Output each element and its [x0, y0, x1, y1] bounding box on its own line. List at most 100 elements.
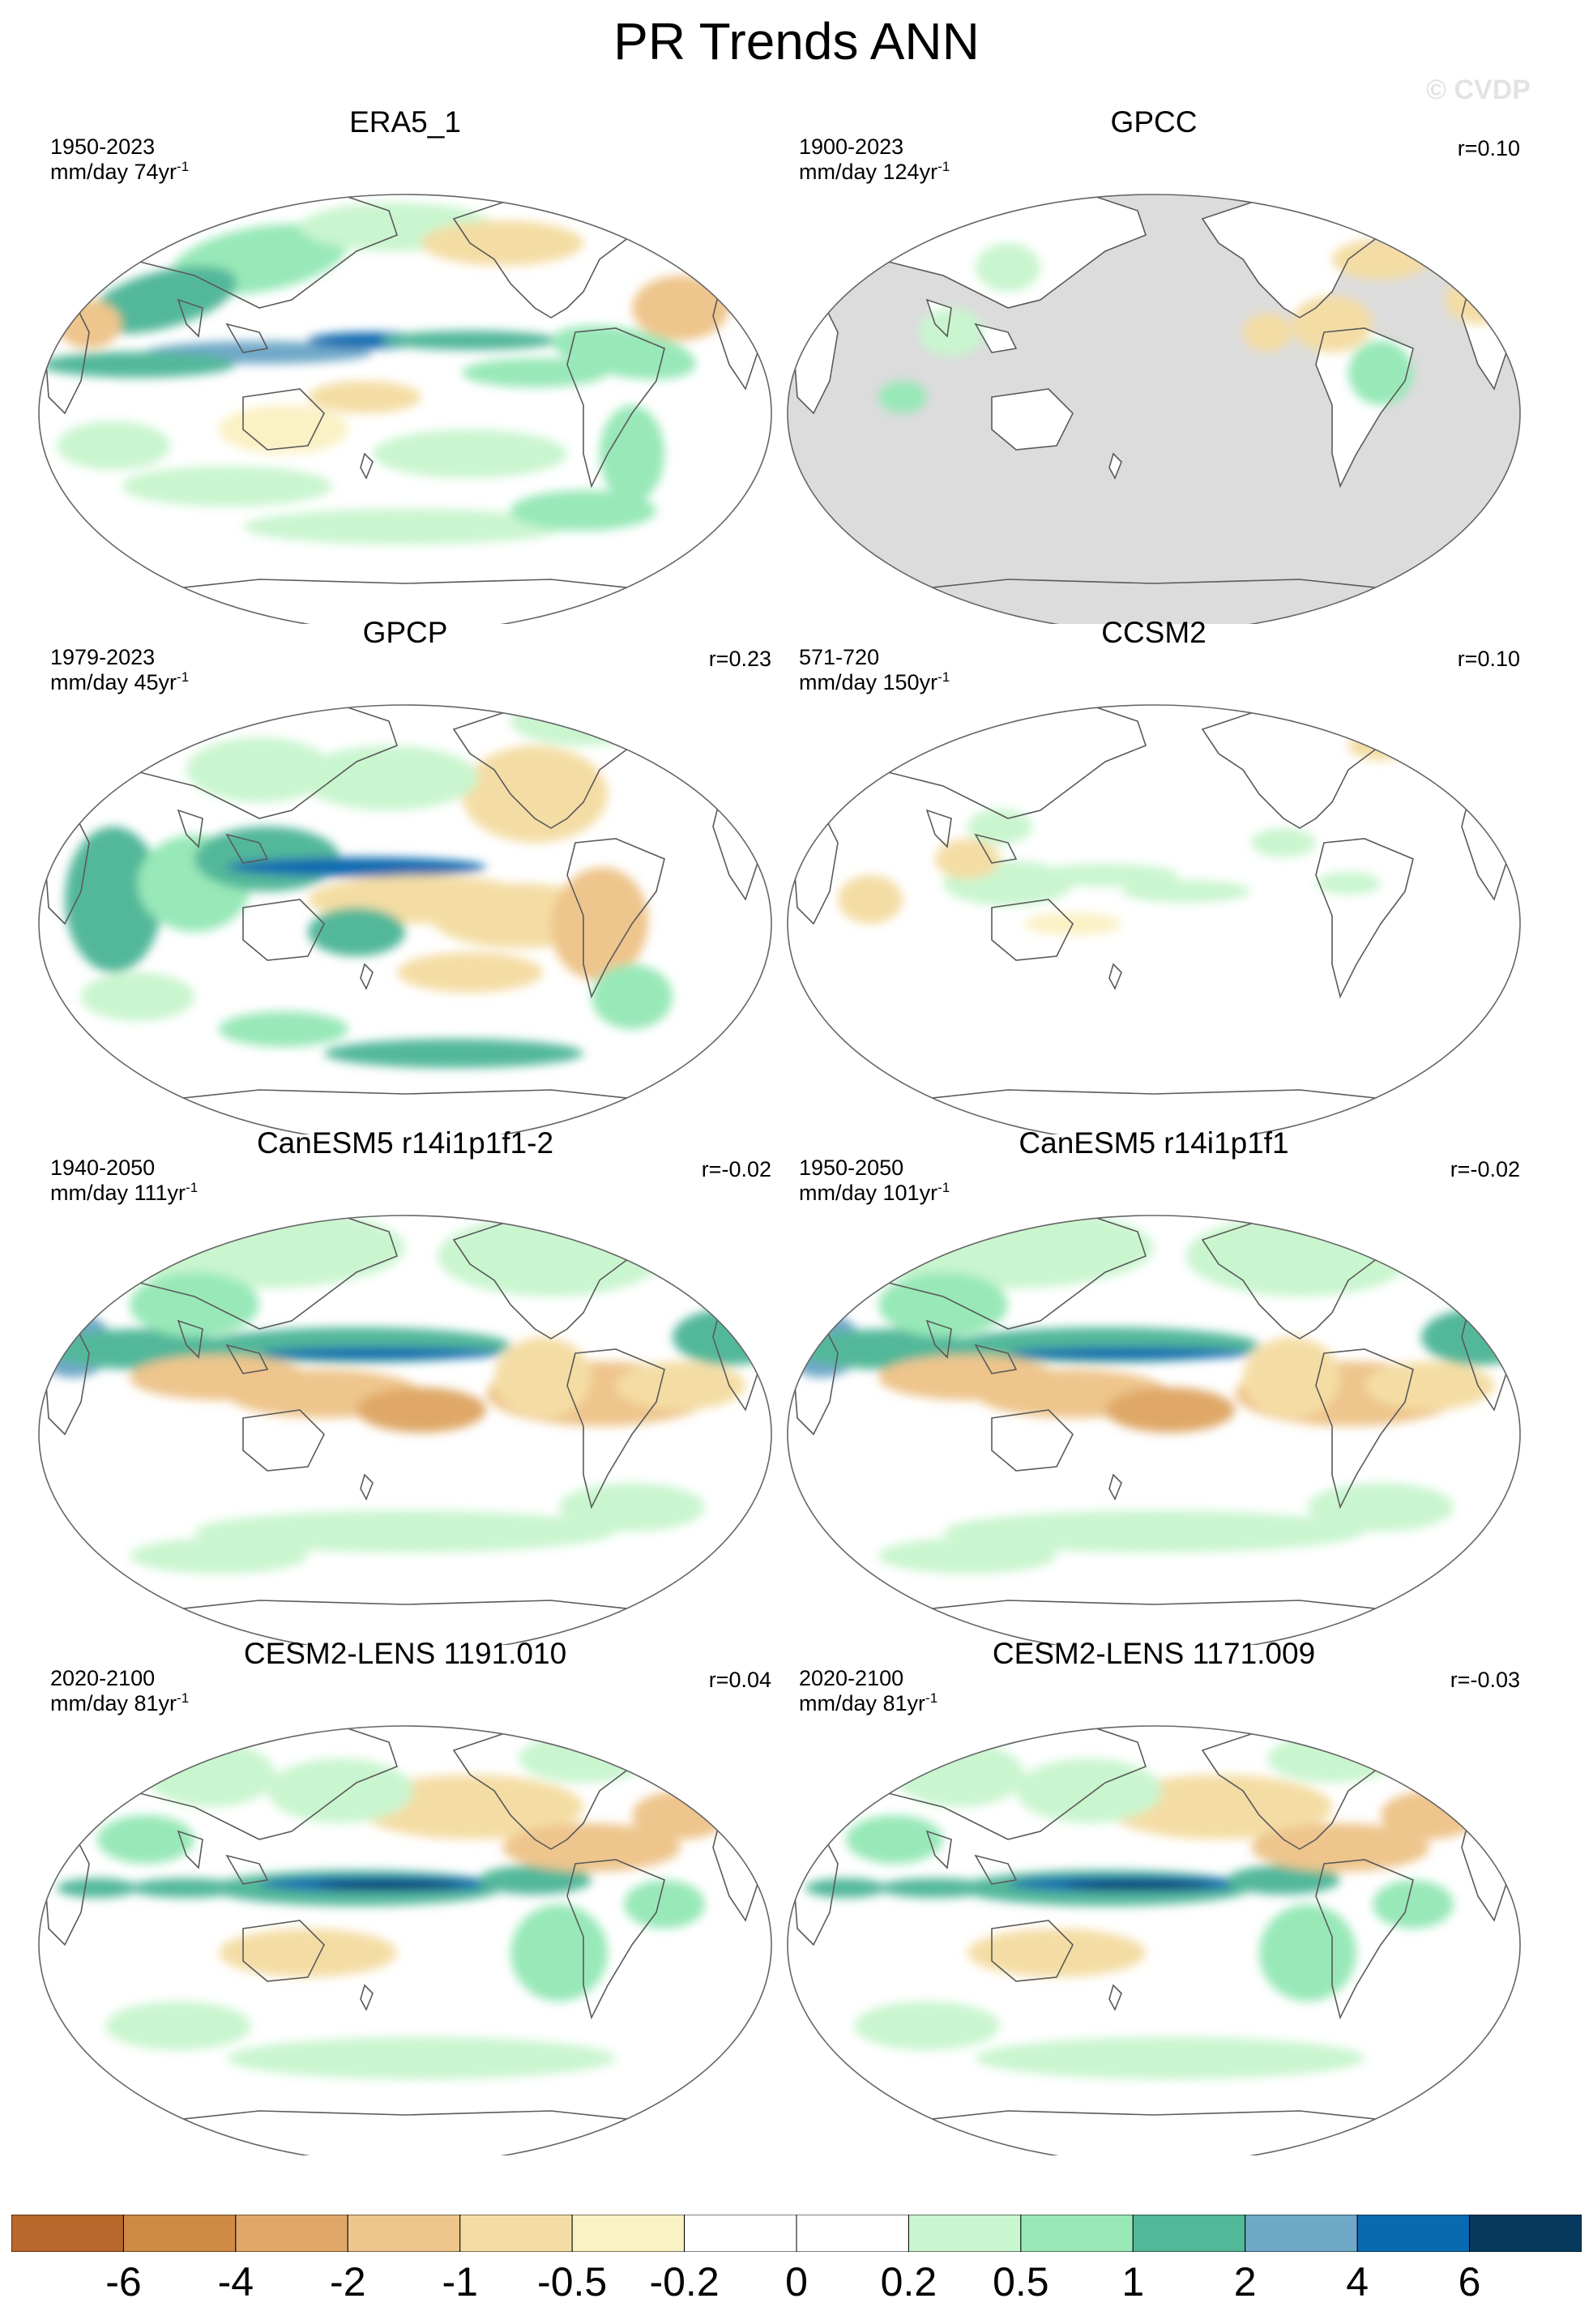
coastline	[225, 1344, 269, 1374]
trend-region	[1227, 1865, 1340, 1895]
trend-region	[462, 745, 608, 843]
panel-title: CESM2-LENS 1191.010	[243, 1637, 567, 1670]
coastline	[145, 1600, 665, 1613]
trend-region	[146, 1742, 275, 1807]
trend-region	[1348, 340, 1413, 405]
panel-period: 2020-2100	[50, 1666, 156, 1690]
colorbar-tick-label: 1	[1121, 2259, 1145, 2305]
colorbar-swatch	[571, 2215, 685, 2252]
coastline	[991, 1920, 1074, 1982]
coastline	[242, 388, 325, 451]
trend-region	[227, 857, 486, 877]
panel-title: ERA5_1	[349, 105, 461, 139]
map-panel: GPCP 1979-2023 mm/day 45yr-1 r=0.23	[16, 616, 794, 1134]
trend-region	[1308, 1483, 1454, 1532]
coastline	[1315, 1859, 1414, 2020]
colorbar-tick-label: 0.5	[993, 2259, 1049, 2305]
panel-correlation: r=-0.02	[701, 1157, 771, 1181]
trend-region	[57, 1878, 138, 1898]
trend-region	[510, 1904, 608, 2001]
coastline	[360, 452, 374, 480]
trend-region	[57, 300, 122, 348]
colorbar-swatch	[1020, 2215, 1134, 2252]
colorbar-tick-label: 4	[1346, 2259, 1369, 2305]
map-border	[787, 1215, 1521, 1645]
panel-correlation: r=0.10	[1457, 647, 1520, 671]
trend-region	[967, 809, 1032, 844]
trend-region	[373, 429, 567, 478]
trend-region	[1446, 276, 1510, 324]
coastline	[112, 194, 398, 309]
colorbar-swatch	[1469, 2215, 1582, 2252]
coastline	[112, 705, 398, 819]
trend-region	[1243, 313, 1292, 352]
coastline	[991, 899, 1074, 961]
trend-region	[943, 1510, 1365, 1553]
trend-region	[494, 1337, 592, 1418]
trend-region	[65, 827, 162, 972]
colorbar-swatch	[1356, 2215, 1471, 2252]
trend-region	[632, 1791, 729, 1839]
map-border	[38, 194, 772, 624]
trend-region	[227, 2037, 616, 2079]
coastline	[177, 1319, 203, 1359]
coastline	[1315, 327, 1414, 489]
trend-region	[186, 737, 332, 802]
trend-region	[1413, 211, 1478, 243]
trend-region	[854, 2001, 1000, 2050]
panel-correlation: r=0.23	[708, 647, 771, 671]
trend-region	[878, 1538, 1057, 1574]
coastline	[566, 1348, 665, 1510]
land-area	[992, 389, 1073, 450]
panel-correlation: r=0.04	[708, 1668, 771, 1692]
colorbar-swatch	[684, 2215, 797, 2252]
trend-region	[1292, 296, 1373, 352]
coastline	[894, 579, 1414, 592]
coastline	[1315, 838, 1414, 999]
trend-region	[624, 1880, 705, 1929]
trend-region	[194, 1510, 616, 1553]
colorbar-tick-label: -4	[217, 2259, 254, 2305]
coastline	[145, 1089, 665, 1103]
trend-region	[97, 1815, 194, 1864]
coastline	[925, 1319, 952, 1359]
coastline	[112, 1215, 398, 1330]
coastline	[1108, 452, 1122, 480]
coastline	[360, 1984, 374, 2011]
colorbar-tick-label: 2	[1233, 2259, 1257, 2305]
trend-region	[438, 1215, 664, 1297]
trend-region	[1243, 1337, 1340, 1418]
robinson-map	[38, 1725, 772, 2155]
colorbar-tick-label: 0.2	[880, 2259, 937, 2305]
panel-units: mm/day 150yr-1	[799, 669, 950, 694]
trend-region	[592, 964, 673, 1029]
colorbar-tick-label: 6	[1458, 2259, 1481, 2305]
coastline	[1108, 963, 1122, 990]
trend-region	[1259, 1904, 1356, 2001]
map-panel: GPCC 1900-2023 mm/day 124yr-1 r=0.10	[765, 105, 1543, 624]
trend-region	[616, 1361, 745, 1410]
trend-region	[219, 405, 348, 454]
colorbar-swatch	[122, 2215, 237, 2252]
trend-region	[308, 908, 405, 956]
panel-correlation: r=-0.03	[1450, 1668, 1520, 1692]
trend-region	[1251, 1823, 1429, 1872]
coastline	[974, 1854, 1018, 1885]
map-border	[787, 704, 1521, 1134]
coastline	[1315, 1348, 1414, 1510]
coastline	[861, 1726, 1147, 1840]
coastline	[145, 2110, 665, 2124]
panel-units: mm/day 74yr-1	[50, 159, 190, 184]
panel-correlation: r=-0.02	[1450, 1157, 1520, 1181]
trend-region	[357, 1387, 486, 1433]
coastline	[242, 899, 325, 961]
colorbar-tick-label: -1	[442, 2259, 478, 2305]
panel-period: 1950-2050	[799, 1156, 904, 1180]
trend-region	[838, 875, 903, 924]
trend-region	[41, 352, 235, 378]
coastline	[894, 1089, 1414, 1103]
coastline	[974, 323, 1018, 353]
colorbar-swatch	[1245, 2215, 1358, 2252]
trend-region	[105, 2001, 251, 2050]
coastline	[974, 1344, 1018, 1374]
